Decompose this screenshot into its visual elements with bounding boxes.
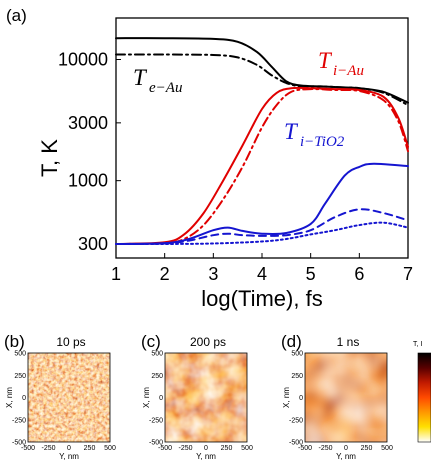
x-tick-label: 6	[354, 264, 364, 284]
heatmap-x-tick-label: 250	[221, 445, 233, 452]
heatmap-y-axis-label: X, nm	[282, 387, 291, 408]
annotation-ti-tio2-main: T	[284, 119, 299, 144]
y-tick-label: 300	[78, 234, 108, 254]
y-tick-label: 1000	[68, 171, 108, 191]
heatmap-title: 200 ps	[190, 335, 226, 349]
heatmap-x-tick-label: 250	[361, 445, 373, 452]
heatmap-panel-d: (d) 1 ns 500 250 0 -250 -500-500 -250 0 250 500 Y, …	[281, 332, 393, 461]
heatmap-x-tick-label: 0	[67, 445, 71, 452]
x-tick-label: 5	[306, 264, 316, 284]
heatmap-y-tick-label: 0	[22, 395, 26, 402]
y-tick-label: 3000	[68, 113, 108, 133]
x-tick-label: 1	[111, 264, 121, 284]
heatmap-x-axis-label: Y, nm	[336, 452, 356, 461]
x-tick-label: 3	[208, 264, 218, 284]
annotation-ti-au-sub: i−Au	[333, 63, 364, 79]
heatmap-image	[305, 353, 387, 442]
x-axis-label: log(Time), fs	[201, 286, 322, 311]
heatmap-y-tick-label: -500	[12, 440, 26, 447]
heatmap-y-tick-label: -500	[149, 440, 163, 447]
annotation-te-au: T e−Au	[133, 65, 182, 96]
heatmap-y-axis-label: X, nm	[5, 387, 14, 408]
heatmap-title: 10 ps	[56, 335, 85, 349]
series-line-2	[115, 53, 409, 107]
heatmap-y-tick-label: 0	[299, 395, 303, 402]
x-tick-label: 2	[160, 264, 170, 284]
heatmap-y-tick-label: 500	[291, 351, 303, 358]
heatmap-y-tick-label: 250	[151, 373, 163, 380]
heatmap-x-axis-label: Y, nm	[59, 452, 79, 461]
heatmap-panel-label: (b)	[4, 332, 25, 351]
series-line-4	[115, 88, 409, 245]
line-plot: 300 1000 3000 10000 1 2 3 4 5 6 7 T e−Au T i−Au T…	[58, 17, 413, 284]
series-line-7	[115, 221, 409, 246]
heatmap-x-tick-label: 250	[84, 445, 96, 452]
heatmap-x-tick-label: -500	[298, 445, 312, 452]
heatmap-y-tick-label: -250	[289, 417, 303, 424]
heatmap-image	[165, 353, 247, 442]
heatmap-title: 1 ns	[337, 335, 360, 349]
heatmap-panel-label: (c)	[141, 332, 161, 351]
annotation-ti-tio2: T i−TiO2	[284, 119, 345, 150]
heatmap-x-tick-label: 500	[241, 445, 253, 452]
heatmap-y-tick-label: 0	[159, 395, 163, 402]
heatmap-frame	[164, 352, 248, 443]
series-line-6	[115, 208, 409, 245]
series-line-5	[115, 162, 409, 245]
heatmap-y-tick-label: 250	[14, 373, 26, 380]
x-tick-label: 7	[403, 264, 413, 284]
annotation-te-au-sub: e−Au	[149, 80, 182, 96]
colorbar: T, I	[413, 341, 431, 443]
annotation-ti-tio2-sub: i−TiO2	[300, 134, 345, 150]
heatmap-y-tick-label: -250	[149, 417, 163, 424]
heatmap-y-axis-label: X, nm	[142, 387, 151, 408]
heatmap-x-tick-label: -500	[21, 445, 35, 452]
heatmap-y-tick-label: 250	[291, 373, 303, 380]
annotation-ti-au: T i−Au	[318, 48, 364, 79]
heatmap-x-tick-label: 500	[104, 445, 116, 452]
heatmap-panel-c: (c) 200 ps 500 250 0 -250 -500-500 -250 0 250 500 Y…	[141, 332, 253, 461]
y-axis-label: T, K	[37, 139, 62, 177]
heatmap-x-tick-label: -250	[318, 445, 332, 452]
heatmap-x-tick-label: -250	[178, 445, 192, 452]
heatmap-frame	[304, 352, 388, 443]
colorbar-label: T, I	[413, 341, 422, 348]
annotation-ti-au-main: T	[318, 48, 333, 73]
heatmap-y-tick-label: 500	[151, 351, 163, 358]
heatmap-x-tick-label: 0	[344, 445, 348, 452]
heatmap-y-tick-label: -250	[12, 417, 26, 424]
heatmap-panel-b: (b) 10 ps 500 250 0 -250 -500-500 -250 0 250 500 Y,…	[4, 332, 116, 461]
heatmap-panel-label: (d)	[281, 332, 302, 351]
x-tick-labels: 1 2 3 4 5 6 7	[111, 253, 413, 284]
y-tick-label: 10000	[58, 49, 108, 69]
heatmap-image	[28, 353, 110, 442]
colorbar-gradient	[417, 352, 431, 443]
heatmap-x-tick-label: 0	[204, 445, 208, 452]
annotation-te-au-main: T	[133, 65, 148, 90]
series-layer	[115, 37, 409, 246]
heatmap-x-tick-label: 500	[381, 445, 393, 452]
y-tick-labels: 300 1000 3000 10000	[58, 49, 121, 254]
heatmap-y-tick-label: -500	[289, 440, 303, 447]
panel-a-label: (a)	[6, 6, 27, 25]
heatmap-x-axis-label: Y, nm	[196, 452, 216, 461]
heatmap-x-tick-label: -250	[41, 445, 55, 452]
heatmap-frame	[27, 352, 111, 443]
x-tick-label: 4	[257, 264, 267, 284]
heatmap-x-tick-label: -500	[158, 445, 172, 452]
heatmap-y-tick-label: 500	[14, 351, 26, 358]
series-line-3	[115, 86, 409, 245]
